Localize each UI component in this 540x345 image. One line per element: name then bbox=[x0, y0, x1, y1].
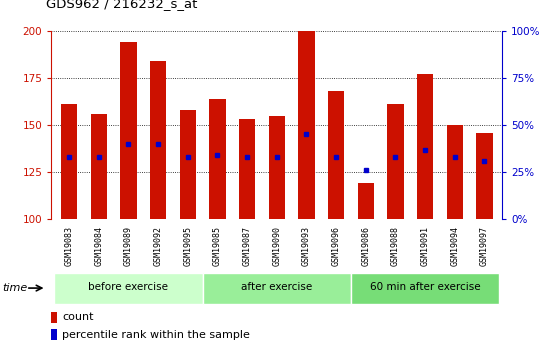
Bar bbox=[476, 132, 492, 219]
Text: percentile rank within the sample: percentile rank within the sample bbox=[62, 330, 250, 340]
Text: GSM19088: GSM19088 bbox=[391, 226, 400, 266]
Text: GSM19086: GSM19086 bbox=[361, 226, 370, 266]
Bar bbox=[150, 61, 166, 219]
Text: GSM19094: GSM19094 bbox=[450, 226, 459, 266]
Bar bbox=[210, 99, 226, 219]
Text: GSM19083: GSM19083 bbox=[65, 226, 73, 266]
Text: count: count bbox=[62, 312, 94, 322]
Bar bbox=[328, 91, 344, 219]
Bar bbox=[447, 125, 463, 219]
Bar bbox=[417, 74, 433, 219]
Text: GSM19085: GSM19085 bbox=[213, 226, 222, 266]
Text: 60 min after exercise: 60 min after exercise bbox=[370, 283, 481, 292]
Bar bbox=[357, 183, 374, 219]
Text: GSM19093: GSM19093 bbox=[302, 226, 311, 266]
Bar bbox=[120, 42, 137, 219]
Text: GSM19097: GSM19097 bbox=[480, 226, 489, 266]
Text: GSM19089: GSM19089 bbox=[124, 226, 133, 266]
Text: GSM19087: GSM19087 bbox=[242, 226, 252, 266]
Bar bbox=[298, 31, 315, 219]
Bar bbox=[202, 273, 351, 304]
Text: GSM19092: GSM19092 bbox=[153, 226, 163, 266]
Bar bbox=[51, 329, 57, 341]
Bar bbox=[61, 105, 77, 219]
Bar bbox=[239, 119, 255, 219]
Bar bbox=[51, 312, 57, 323]
Text: GSM19090: GSM19090 bbox=[272, 226, 281, 266]
Bar bbox=[387, 105, 403, 219]
Text: GSM19096: GSM19096 bbox=[332, 226, 341, 266]
Text: GSM19091: GSM19091 bbox=[421, 226, 430, 266]
Text: after exercise: after exercise bbox=[241, 283, 312, 292]
Text: GDS962 / 216232_s_at: GDS962 / 216232_s_at bbox=[46, 0, 197, 10]
Bar bbox=[54, 273, 202, 304]
Bar bbox=[180, 110, 196, 219]
Text: GSM19095: GSM19095 bbox=[183, 226, 192, 266]
Text: time: time bbox=[3, 283, 28, 293]
Bar bbox=[351, 273, 500, 304]
Text: GSM19084: GSM19084 bbox=[94, 226, 103, 266]
Bar bbox=[91, 114, 107, 219]
Text: before exercise: before exercise bbox=[89, 283, 168, 292]
Bar bbox=[268, 116, 285, 219]
